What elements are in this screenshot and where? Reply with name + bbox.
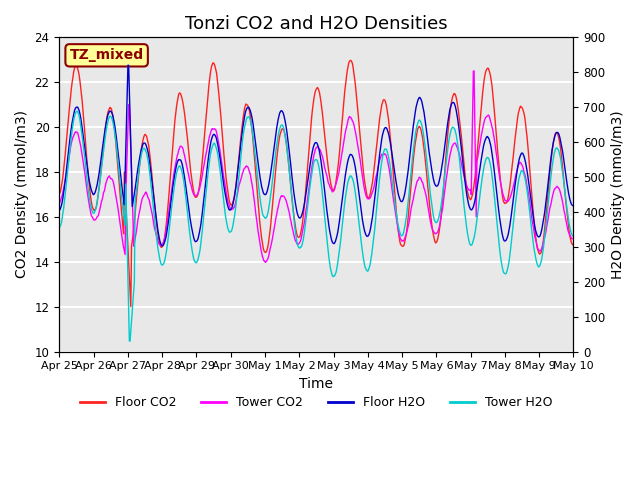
Floor CO2: [198, 166, 205, 171]
Floor H2O: [172, 169, 179, 175]
Tower CO2: [118, 230, 125, 236]
Tower H2O: [56, 225, 63, 230]
Text: TZ_mixed: TZ_mixed: [70, 48, 144, 62]
Tower CO2: [65, 157, 72, 163]
Y-axis label: CO2 Density (mmol/m3): CO2 Density (mmol/m3): [15, 110, 29, 278]
Legend: Floor CO2, Tower CO2, Floor H2O, Tower H2O: Floor CO2, Tower CO2, Floor H2O, Tower H…: [75, 391, 558, 414]
Floor H2O: [118, 180, 125, 186]
Tower CO2: [56, 201, 63, 207]
Floor CO2: [395, 233, 403, 239]
Y-axis label: H2O Density (mmol/m3): H2O Density (mmol/m3): [611, 110, 625, 279]
Tower H2O: [74, 108, 81, 114]
Floor H2O: [380, 127, 388, 132]
Line: Floor CO2: Floor CO2: [60, 60, 573, 307]
Floor CO2: [65, 114, 72, 120]
Tower CO2: [570, 236, 577, 241]
Tower CO2: [197, 180, 205, 186]
X-axis label: Time: Time: [300, 377, 333, 391]
Floor CO2: [118, 208, 125, 214]
Tower H2O: [172, 178, 179, 184]
Floor H2O: [570, 203, 577, 209]
Tower CO2: [394, 227, 402, 233]
Floor H2O: [65, 148, 72, 154]
Floor CO2: [127, 304, 134, 310]
Floor H2O: [198, 210, 206, 216]
Tower H2O: [118, 201, 126, 207]
Floor H2O: [124, 62, 132, 68]
Tower H2O: [395, 227, 403, 232]
Floor H2O: [395, 194, 403, 200]
Tower CO2: [380, 151, 387, 157]
Floor CO2: [171, 123, 179, 129]
Tower CO2: [170, 172, 177, 178]
Tower CO2: [261, 260, 269, 265]
Line: Tower H2O: Tower H2O: [60, 111, 573, 341]
Floor CO2: [380, 97, 388, 103]
Tower H2O: [198, 228, 206, 233]
Floor CO2: [56, 191, 63, 196]
Floor CO2: [346, 58, 354, 63]
Line: Tower CO2: Tower CO2: [60, 71, 573, 263]
Tower CO2: [470, 68, 477, 74]
Tower H2O: [65, 159, 72, 165]
Floor H2O: [159, 243, 166, 249]
Tower H2O: [125, 338, 133, 344]
Title: Tonzi CO2 and H2O Densities: Tonzi CO2 and H2O Densities: [185, 15, 448, 33]
Tower H2O: [380, 148, 388, 154]
Floor CO2: [570, 241, 577, 247]
Floor H2O: [56, 207, 63, 213]
Tower H2O: [570, 233, 577, 239]
Line: Floor H2O: Floor H2O: [60, 65, 573, 246]
